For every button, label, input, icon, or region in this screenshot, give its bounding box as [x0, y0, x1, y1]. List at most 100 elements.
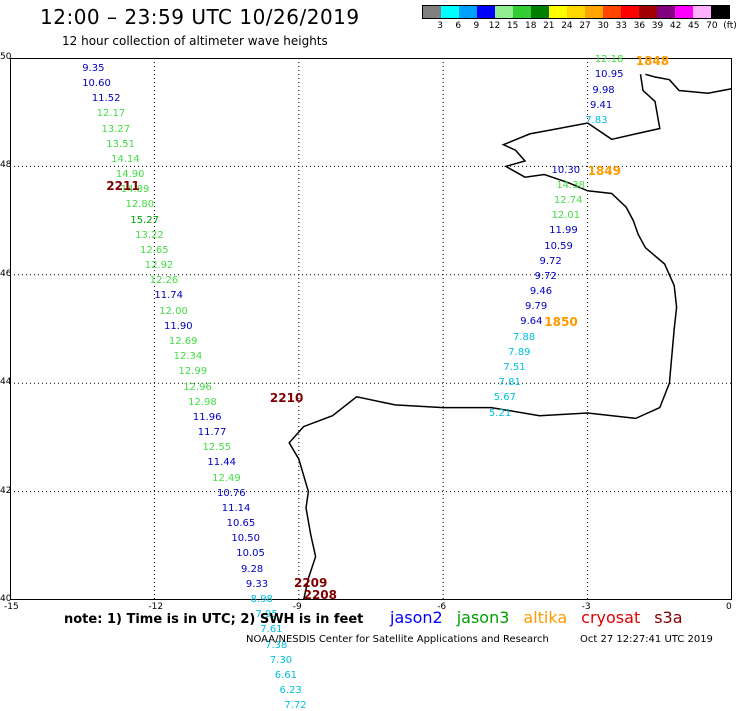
legend-label: 39	[651, 21, 664, 31]
wave-height-label: 9.98	[592, 84, 615, 96]
legend-swatch-12	[639, 6, 657, 18]
legend-label: 45	[688, 21, 700, 31]
legend-label: 24	[561, 21, 573, 31]
wave-height-label: 10.50	[231, 533, 261, 545]
wave-height-label: 7.83	[585, 114, 608, 126]
wave-height-label: 11.44	[207, 457, 236, 469]
pass-time-label: 2211	[106, 179, 140, 194]
wave-height-label: 5.21	[488, 407, 512, 419]
color-scale-legend	[422, 5, 730, 19]
wave-height-label: 12.49	[212, 472, 241, 484]
wave-height-label: 9.33	[245, 578, 269, 590]
wave-height-label: 12.96	[183, 381, 212, 393]
wave-height-map	[10, 58, 732, 600]
wave-height-label: 9.72	[539, 255, 562, 267]
pass-time-label: 1850	[544, 315, 578, 330]
x-tick-label: -6	[437, 602, 447, 612]
wave-height-label: 12.65	[139, 244, 169, 256]
footer-note: note: 1) Time is in UTC; 2) SWH is in fe…	[64, 612, 364, 627]
wave-height-label: 11.14	[221, 502, 251, 514]
satellite-legend-item: altika	[523, 608, 568, 627]
legend-swatch-3	[477, 6, 495, 18]
legend-swatch-9	[585, 6, 603, 18]
legend-swatch-0	[423, 6, 441, 18]
x-tick-label: 0	[726, 602, 732, 612]
satellite-legend-item: jason3	[456, 608, 510, 627]
footer-credit: NOAA/NESDIS Center for Satellite Applica…	[246, 634, 549, 645]
legend-swatch-11	[621, 6, 639, 18]
y-tick-label: 40	[0, 594, 12, 604]
wave-height-label: 9.35	[82, 62, 105, 74]
wave-height-label: 6.61	[274, 669, 297, 681]
coastline	[288, 73, 732, 600]
legend-label: 3	[437, 21, 443, 31]
footer-timestamp: Oct 27 12:27:41 UTC 2019	[580, 634, 713, 645]
legend-swatch-15	[693, 6, 711, 18]
pass-time-label: 2209	[293, 575, 328, 590]
wave-height-label: 14.89	[120, 184, 150, 196]
wave-height-label: 12.34	[173, 351, 203, 363]
wave-height-label: 9.46	[529, 286, 553, 298]
wave-height-label: 7.61	[260, 624, 283, 636]
legend-swatch-7	[549, 6, 567, 18]
wave-height-label: 13.22	[135, 229, 164, 241]
wave-height-label: 9.64	[520, 316, 543, 328]
legend-swatch-16	[711, 6, 729, 18]
legend-swatch-6	[531, 6, 549, 18]
satellite-legend-item: cryosat	[581, 608, 641, 627]
y-tick-label: 46	[0, 268, 12, 279]
wave-height-label: 12.99	[178, 366, 208, 378]
legend-swatch-8	[567, 6, 585, 18]
map-grid	[10, 58, 732, 600]
wave-height-label: 7.89	[508, 346, 531, 358]
wave-height-label: 10.59	[544, 240, 573, 252]
pass-time-label: 2210	[269, 390, 304, 405]
wave-height-label: 11.74	[154, 290, 184, 302]
legend-label: 30	[597, 21, 609, 31]
y-tick-label: 42	[0, 485, 12, 496]
wave-height-label: 11.52	[91, 93, 121, 105]
pass-time-label: 1848	[635, 54, 670, 69]
wave-height-label: 12.98	[188, 396, 217, 408]
x-tick-label: -15	[4, 602, 19, 612]
legend-label: 42	[669, 21, 682, 31]
color-scale-labels: 3 6 9 12 15 18 21 24 27 30 33 36 39 42 45 70 (ft)	[422, 21, 737, 33]
legend-swatch-1	[441, 6, 459, 18]
wave-height-label: 9.72	[534, 270, 557, 282]
legend-swatch-2	[459, 6, 477, 18]
pass-time-label: 2208	[303, 587, 338, 602]
legend-label: 18	[524, 21, 537, 31]
legend-label: (ft)	[723, 21, 737, 31]
wave-height-label: 14.90	[115, 169, 145, 181]
pass-time-label: 1849	[587, 163, 621, 178]
wave-height-label: 12.69	[168, 336, 198, 347]
wave-height-label: 8.98	[250, 594, 273, 605]
satellite-legend-item: s3a	[654, 608, 683, 627]
wave-height-label: 10.95	[594, 69, 624, 81]
wave-height-label: 7.38	[265, 639, 288, 651]
wave-height-label: 9.79	[525, 301, 548, 313]
wave-height-label: 9.28	[241, 563, 264, 575]
legend-label: 6	[455, 21, 462, 31]
wave-height-label: 12.74	[553, 195, 583, 207]
wave-height-label: 7.51	[503, 362, 526, 374]
legend-swatch-4	[495, 6, 513, 18]
legend-label: 33	[615, 21, 628, 31]
legend-swatch-5	[513, 6, 531, 18]
legend-swatch-10	[603, 6, 621, 18]
x-tick-label: -3	[581, 602, 591, 612]
legend-label: 21	[543, 21, 555, 31]
wave-height-label: 12.80	[125, 199, 155, 211]
wave-height-label: 10.05	[236, 548, 265, 560]
map-border	[10, 58, 732, 600]
legend-label: 15	[506, 21, 519, 31]
legend-swatch-13	[657, 6, 675, 18]
wave-height-label: 9.41	[590, 99, 613, 111]
wave-height-label: 11.90	[164, 320, 193, 332]
wave-height-label: 12.18	[594, 54, 624, 66]
wave-height-label: 7.81	[498, 377, 521, 389]
satellite-legend: jason2 jason3 altika cryosat s3a	[390, 608, 697, 627]
wave-height-label: 15.27	[130, 214, 159, 226]
satellite-legend-item: jason2	[390, 608, 443, 627]
x-tick-label: -12	[148, 602, 164, 612]
